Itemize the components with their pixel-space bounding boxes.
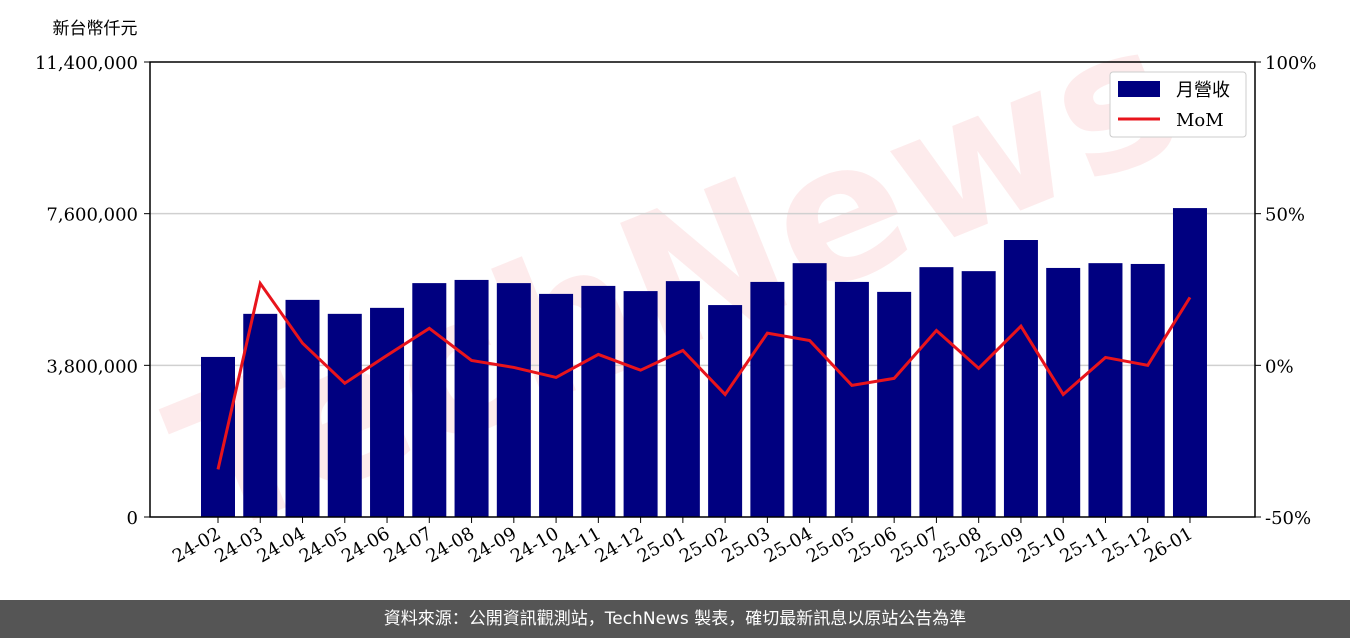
bar bbox=[919, 267, 954, 517]
bar bbox=[1003, 240, 1038, 517]
y-tick-label: 3,800,000 bbox=[46, 356, 138, 377]
x-tick-label: 26-01 bbox=[1141, 523, 1196, 567]
line bbox=[216, 279, 1192, 470]
y-tick-label: 7,600,000 bbox=[46, 205, 138, 226]
bar bbox=[1088, 263, 1123, 517]
bar bbox=[285, 299, 320, 517]
bar bbox=[243, 313, 278, 517]
bar bbox=[623, 291, 658, 517]
bar bbox=[454, 279, 489, 517]
bar bbox=[370, 307, 405, 517]
y2-tick-label: 100% bbox=[1265, 53, 1316, 74]
bar bbox=[961, 271, 996, 517]
y-tick-label: 0 bbox=[127, 508, 138, 529]
bar bbox=[792, 263, 827, 517]
bar bbox=[834, 281, 869, 517]
y-tick-label: 11,400,000 bbox=[35, 53, 138, 74]
bar bbox=[412, 283, 447, 517]
bar bbox=[539, 293, 574, 517]
y2-tick-label: 0% bbox=[1265, 356, 1294, 377]
bar bbox=[201, 356, 235, 517]
bar bbox=[581, 285, 616, 517]
legend-swatch bbox=[1118, 81, 1160, 97]
bar bbox=[1172, 208, 1207, 517]
legend-label: MoM bbox=[1176, 110, 1224, 131]
bar bbox=[1130, 263, 1165, 517]
bar bbox=[327, 313, 362, 517]
y-axis-label: 新台幣仟元 bbox=[53, 19, 138, 39]
chart: 新台幣仟元 TechNews 03,800,0007,600,00011,400… bbox=[35, 0, 1317, 580]
plot-frame bbox=[149, 61, 1256, 518]
bar bbox=[708, 305, 743, 517]
bar bbox=[877, 291, 912, 517]
legend-label: 月營收 bbox=[1176, 80, 1230, 101]
y2-tick-label: -50% bbox=[1265, 508, 1311, 529]
y2-tick-label: 50% bbox=[1265, 205, 1305, 226]
bar bbox=[496, 283, 531, 517]
footer: 資料來源：公開資訊觀測站，TechNews 製表，確切最新訊息以原站公告為準 bbox=[0, 600, 1350, 638]
bar bbox=[750, 281, 785, 517]
bar bbox=[665, 281, 700, 517]
